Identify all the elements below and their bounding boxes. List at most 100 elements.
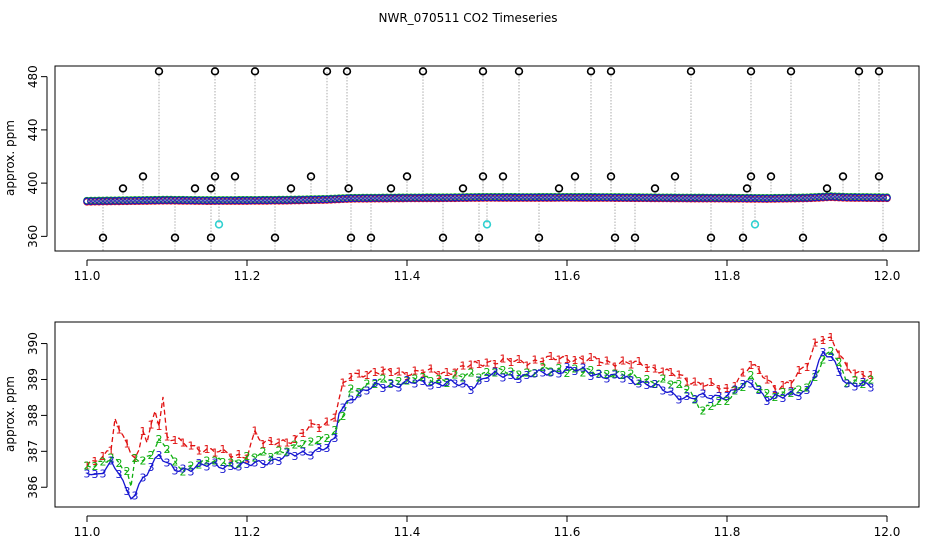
top-baseline-point-blue [383,194,391,202]
series-2-marker: 2 [300,438,307,451]
series-3-marker: 3 [820,346,827,359]
series-1-marker: 1 [508,356,515,369]
top-baseline-point-blue [283,196,291,204]
top-baseline-point-blue [751,194,759,203]
series-2-marker: 2 [484,366,491,379]
series-2-marker: 2 [236,457,243,470]
top-mid-outlier-point [766,172,776,181]
top-baseline-point-blue [415,194,423,202]
top-baseline-point-blue [483,193,491,202]
top-baseline-point-blue [259,196,267,205]
series-3-marker: 3 [660,384,667,397]
top-high-outlier-point [746,67,756,76]
top-baseline-point-blue [615,193,623,202]
top-outlier-points [98,67,888,242]
top-baseline-point-blue [619,193,627,202]
series-2-marker: 2 [820,354,827,367]
series-2-marker: 2 [804,381,811,394]
series-1-marker: 1 [476,358,483,371]
top-baseline-point-blue [203,196,211,205]
series-3-marker: 3 [428,380,435,393]
series-1-marker: 1 [204,443,211,456]
series-2-marker: 2 [844,377,851,390]
series-3-marker: 3 [284,447,291,460]
top-baseline-point-blue [739,194,747,203]
series-3-marker: 3 [476,375,483,388]
series-3-marker: 3 [124,485,131,498]
series-3-marker: 3 [628,374,635,387]
top-baseline-point-blue [395,194,403,202]
series-2-marker: 2 [676,378,683,391]
series-1-marker: 1 [324,416,331,429]
series-3-marker: 3 [244,458,251,471]
series-3-marker: 3 [316,442,323,455]
series-1-marker: 1 [516,353,523,366]
series-2-marker: 2 [588,364,595,377]
series-1-marker: 1 [644,362,651,375]
top-baseline-point-blue [623,193,631,202]
series-3-marker: 3 [540,367,547,380]
top-baseline-point-blue [295,196,303,204]
bottom-x-tick-label: 11.8 [714,525,741,539]
series-1-marker: 1 [612,360,619,373]
bottom-x-tick-label: 11.4 [394,525,421,539]
series-1-marker: 1 [868,369,875,382]
top-baseline-point-blue [779,194,787,203]
series-1-marker: 1 [500,353,507,366]
top-mid-outlier-point [650,184,660,193]
series-3-marker: 3 [684,390,691,403]
series-1-marker: 1 [228,451,235,464]
top-baseline-point-blue [299,196,307,204]
chart-title: NWR_070511 CO2 Timeseries [379,11,558,25]
top-mid-outlier-point [210,172,220,181]
series-1-marker: 1 [220,443,227,456]
series-2-marker: 2 [124,465,131,478]
top-baseline-point-blue [347,194,355,203]
series-3-marker: 3 [804,384,811,397]
series-1-marker: 1 [268,435,275,448]
series-2-marker: 2 [132,452,139,465]
series-1-marker: 1 [436,369,443,382]
top-baseline-point-blue [647,193,655,202]
series-2-marker: 2 [788,387,795,400]
series-3-marker: 3 [156,449,163,462]
series-3-marker: 3 [860,376,867,389]
series-3-marker: 3 [236,460,243,473]
top-baseline-point-blue [763,194,771,203]
series-3-marker: 3 [332,432,339,445]
top-y-tick-label: 440 [26,118,40,141]
top-low-outlier-point [270,233,280,242]
top-baseline-point-blue [715,194,723,202]
top-baseline-point-blue [611,193,619,202]
top-baseline-point-blue [495,193,503,202]
top-baseline-point-blue [207,196,215,205]
top-baseline-point-blue [375,194,383,202]
top-baseline-point-blue [735,194,743,203]
top-baseline-point-blue [507,193,515,202]
top-baseline-point-blue [131,196,139,205]
top-mid-outlier-point [838,172,848,181]
top-baseline-point-blue [599,193,607,202]
top-mid-outlier-point [478,172,488,181]
top-low-outlier-point [798,233,808,242]
series-2-marker: 2 [244,450,251,463]
series-3-marker: 3 [844,378,851,391]
bottom-y-tick-label: 389 [26,368,40,391]
series-2-marker: 2 [756,383,763,396]
series-3-marker: 3 [580,362,587,375]
top-baseline-point-blue [803,194,811,202]
series-2-marker: 2 [772,391,779,404]
top-baseline-point-blue [211,196,219,205]
series-1-marker: 1 [156,420,163,433]
series-2-marker: 2 [252,451,259,464]
series-2-marker: 2 [628,367,635,380]
bottom-y-tick-label: 388 [26,404,40,427]
top-baseline-point-blue [95,197,103,205]
series-3-marker: 3 [468,384,475,397]
top-baseline-point-blue [835,193,843,201]
top-baseline-point-blue [187,196,195,205]
top-mid-outlier-point [554,184,564,193]
series-1-line [86,336,872,467]
series-3-marker: 3 [420,375,427,388]
top-baseline-point-blue [111,197,119,205]
